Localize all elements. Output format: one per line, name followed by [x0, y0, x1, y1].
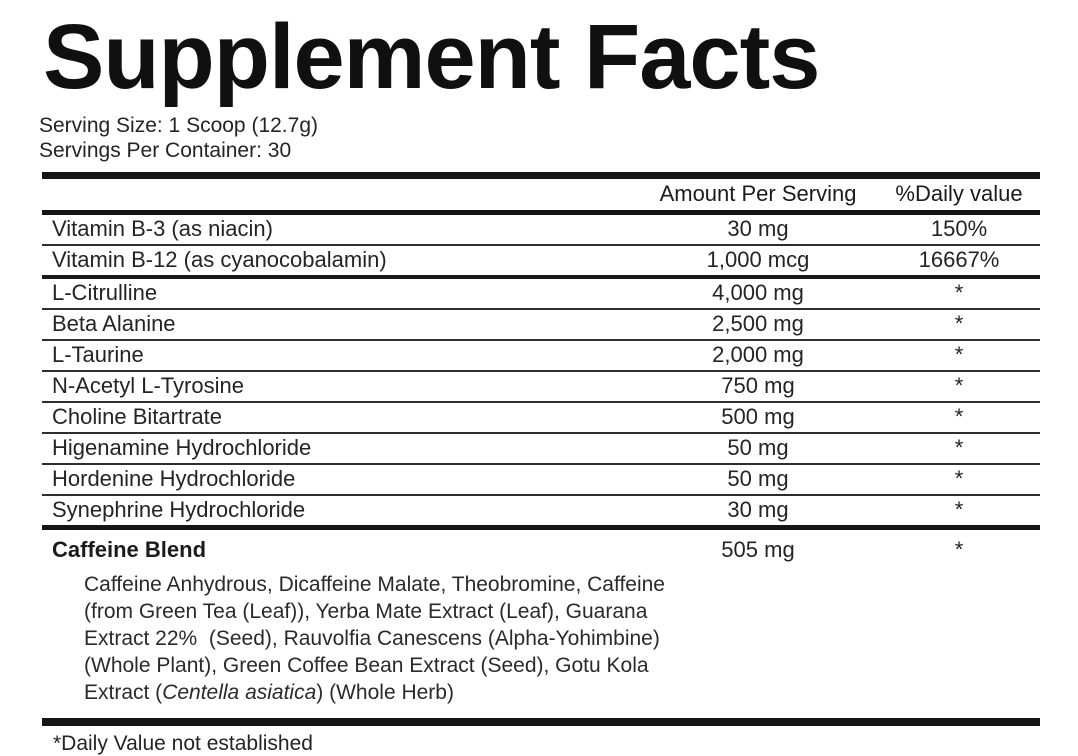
blend-ingredient-text: Centella asiatica	[162, 680, 317, 704]
blend-ingredient-text: Extract (	[84, 680, 163, 704]
ingredient-daily-value: *	[878, 432, 1040, 465]
table-row: Vitamin B-3 (as niacin) 30 mg 150%	[42, 212, 1040, 246]
ingredient-name: L-Citrulline	[42, 276, 638, 310]
blend-description-line: (Whole Plant), Green Coffee Bean Extract…	[84, 652, 1040, 679]
blend-description-line: Caffeine Anhydrous, Dicaffeine Malate, T…	[84, 571, 1040, 598]
serving-info: Serving Size: 1 Scoop (12.7g) Servings P…	[39, 113, 1038, 163]
ingredient-amount: 2,000 mg	[638, 339, 878, 372]
table-row: Vitamin B-12 (as cyanocobalamin) 1,000 mc…	[42, 244, 1040, 279]
blend-description-line: Extract 22% (Seed), Rauvolfia Canescens …	[84, 625, 1040, 652]
ingredient-rows: Vitamin B-3 (as niacin) 30 mg 150% Vitamin …	[42, 212, 1040, 530]
ingredient-name: Vitamin B-12 (as cyanocobalamin)	[42, 244, 638, 279]
ingredient-amount: 30 mg	[638, 212, 878, 246]
ingredient-amount: 1,000 mcg	[638, 244, 878, 279]
blend-name: Caffeine Blend	[52, 536, 207, 562]
blend-description-line: Extract (Centella asiatica) (Whole Herb)	[84, 679, 1040, 706]
ingredient-amount: 50 mg	[638, 432, 878, 465]
blend-daily-value: *	[954, 536, 964, 562]
blend-ingredient-text: ) (Whole Herb)	[316, 680, 454, 704]
ingredient-daily-value: 16667%	[878, 244, 1040, 279]
facts-table-header: Amount Per Serving %Daily value	[42, 175, 1040, 215]
table-row: Hordenine Hydrochloride 50 mg *	[42, 463, 1040, 496]
ingredient-name: N-Acetyl L-Tyrosine	[42, 370, 638, 403]
facts-table: Amount Per Serving %Daily value Vitamin …	[42, 171, 1040, 726]
ingredient-name: L-Taurine	[42, 339, 638, 372]
ingredient-amount: 4,000 mg	[638, 276, 878, 310]
ingredient-daily-value: 150%	[878, 212, 1040, 246]
ingredient-daily-value: *	[878, 463, 1040, 496]
blend-row: Caffeine Blend 505 mg *	[42, 527, 1040, 567]
table-row: Beta Alanine 2,500 mg *	[42, 308, 1040, 341]
table-row: Choline Bitartrate 500 mg *	[42, 401, 1040, 434]
ingredient-name: Higenamine Hydrochloride	[42, 432, 638, 465]
blend-description: Caffeine Anhydrous, Dicaffeine Malate, T…	[42, 567, 1040, 722]
ingredient-amount: 30 mg	[638, 494, 878, 530]
ingredient-name: Vitamin B-3 (as niacin)	[42, 212, 638, 246]
column-header-ingredient	[42, 175, 638, 215]
ingredient-daily-value: *	[878, 494, 1040, 530]
ingredient-daily-value: *	[878, 401, 1040, 434]
column-header-amount-per-serving: Amount Per Serving	[638, 175, 878, 215]
blend-ingredient-text: (from Green Tea (Leaf)), Yerba Mate Extr…	[84, 599, 648, 623]
blend-ingredient-text: (Whole Plant), Green Coffee Bean Extract…	[84, 653, 649, 677]
servings-per-container-text: Servings Per Container: 30	[39, 138, 292, 162]
table-row: L-Citrulline 4,000 mg *	[42, 276, 1040, 310]
ingredient-daily-value: *	[878, 370, 1040, 403]
ingredient-name: Choline Bitartrate	[42, 401, 638, 434]
ingredient-amount: 50 mg	[638, 463, 878, 496]
ingredient-daily-value: *	[878, 276, 1040, 310]
column-header-daily-value: %Daily value	[878, 175, 1040, 215]
panel-title: Supplement Facts	[43, 6, 820, 108]
ingredient-daily-value: *	[878, 308, 1040, 341]
serving-size-text: Serving Size: 1 Scoop (12.7g)	[39, 113, 318, 137]
ingredient-name: Beta Alanine	[42, 308, 638, 341]
blend-ingredient-text: Extract 22% (Seed), Rauvolfia Canescens …	[84, 626, 660, 650]
table-row: N-Acetyl L-Tyrosine 750 mg *	[42, 370, 1040, 403]
header-row: Amount Per Serving %Daily value	[42, 175, 1040, 215]
blend-description-row: Caffeine Anhydrous, Dicaffeine Malate, T…	[42, 567, 1040, 722]
table-row: L-Taurine 2,000 mg *	[42, 339, 1040, 372]
ingredient-name: Synephrine Hydrochloride	[42, 494, 638, 530]
ingredient-amount: 2,500 mg	[638, 308, 878, 341]
ingredient-amount: 750 mg	[638, 370, 878, 403]
table-row: Synephrine Hydrochloride 30 mg *	[42, 494, 1040, 530]
ingredient-daily-value: *	[878, 339, 1040, 372]
table-row: Higenamine Hydrochloride 50 mg *	[42, 432, 1040, 465]
ingredient-name: Hordenine Hydrochloride	[42, 463, 638, 496]
blend-description-line: (from Green Tea (Leaf)), Yerba Mate Extr…	[84, 598, 1040, 625]
blend-ingredient-text: Caffeine Anhydrous, Dicaffeine Malate, T…	[84, 572, 665, 596]
blend-amount: 505 mg	[721, 536, 795, 562]
ingredient-amount: 500 mg	[638, 401, 878, 434]
daily-value-footnote: *Daily Value not established	[53, 731, 313, 755]
caffeine-blend-section: Caffeine Blend 505 mg * Caffeine Anhydro…	[42, 527, 1040, 722]
